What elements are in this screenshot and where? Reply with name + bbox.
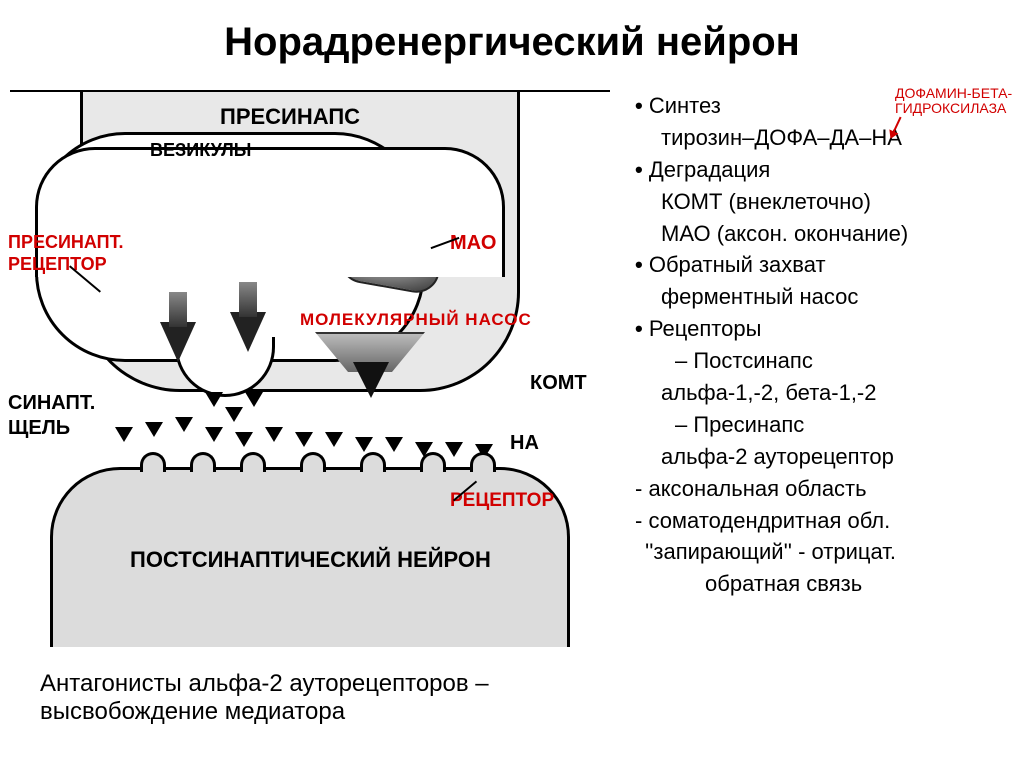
text-column: Синтез тирозин–ДОФА–ДА–НА Деградация КОМ… <box>625 90 1015 600</box>
bullet-receptors: Рецепторы <box>635 313 1015 345</box>
reuptake-sub: ферментный насос <box>661 281 1015 313</box>
receptors-presyn-sub: альфа-2 ауторецептор <box>661 441 1015 473</box>
bullet-degradation: Деградация <box>635 154 1015 186</box>
note-somatodendritic: соматодендритная обл. <box>635 505 1015 537</box>
postsynaptic-label: ПОСТСИНАПТИЧЕСКИЙ НЕЙРОН <box>130 547 491 573</box>
bullet-reuptake: Обратный захват <box>635 249 1015 281</box>
receptor-icon <box>190 452 216 472</box>
neurotransmitter-icon <box>205 392 223 407</box>
receptors-presyn: Пресинапс <box>675 409 1015 441</box>
neurotransmitter-icon <box>265 427 283 442</box>
receptor-icon <box>360 452 386 472</box>
presyn-receptor-label: ПРЕСИНАПТ. РЕЦЕПТОР <box>8 232 118 275</box>
receptor-label: РЕЦЕПТОР <box>450 490 554 512</box>
neurotransmitter-icon <box>385 437 403 452</box>
note-feedback-2: обратная связь <box>705 568 1015 600</box>
syn-cleft-label-2: ЩЕЛЬ <box>8 417 70 440</box>
synapse-diagram: ПРЕСИНАПС ПРЕСИНАПТ. РЕЦЕПТОР ВЕЗИКУЛЫ М… <box>10 90 610 670</box>
note-axonal: аксональная область <box>635 473 1015 505</box>
receptor-icon <box>240 452 266 472</box>
neurotransmitter-icon <box>445 442 463 457</box>
degradation-mao: МАО (аксон. окончание) <box>661 218 1015 250</box>
neurotransmitter-icon <box>355 437 373 452</box>
synthesis-pathway: тирозин–ДОФА–ДА–НА <box>661 122 1015 154</box>
bottom-note: Антагонисты альфа-2 ауторецепторов – выс… <box>40 670 600 726</box>
enzyme-annotation: ДОФАМИН-БЕТА- ГИДРОКСИЛАЗА <box>895 86 1012 117</box>
receptor-icon <box>300 452 326 472</box>
na-label: НА <box>510 432 539 455</box>
molecular-pump <box>315 332 425 402</box>
page-title: Норадренергический нейрон <box>0 20 1024 65</box>
neurotransmitter-icon <box>245 392 263 407</box>
degradation-komt: КОМТ (внеклеточно) <box>661 186 1015 218</box>
receptor-icon <box>140 452 166 472</box>
neurotransmitter-icon <box>235 432 253 447</box>
release-arrow-icon <box>230 312 266 352</box>
neurotransmitter-icon <box>225 407 243 422</box>
mao-label: МАО <box>450 232 496 255</box>
neurotransmitter-icon <box>205 427 223 442</box>
neurotransmitter-icon <box>295 432 313 447</box>
receptor-icon <box>470 452 496 472</box>
presynapse-label: ПРЕСИНАПС <box>220 104 360 130</box>
note-feedback-1: ''запирающий'' - отрицат. <box>645 536 1015 568</box>
komt-label: КОМТ <box>530 372 587 395</box>
syn-cleft-label-1: СИНАПТ. <box>8 392 95 415</box>
neurotransmitter-icon <box>145 422 163 437</box>
vesicles-label: ВЕЗИКУЛЫ <box>150 140 251 161</box>
neurotransmitter-icon <box>115 427 133 442</box>
neurotransmitter-icon <box>325 432 343 447</box>
receptors-postsyn: Постсинапс <box>675 345 1015 377</box>
receptor-icon <box>420 452 446 472</box>
neurotransmitter-icon <box>175 417 193 432</box>
release-arrow-icon <box>160 322 196 362</box>
receptors-postsyn-sub: альфа-1,-2, бета-1,-2 <box>661 377 1015 409</box>
molecular-pump-label: МОЛЕКУЛЯРНЫЙ НАСОС <box>300 310 532 330</box>
